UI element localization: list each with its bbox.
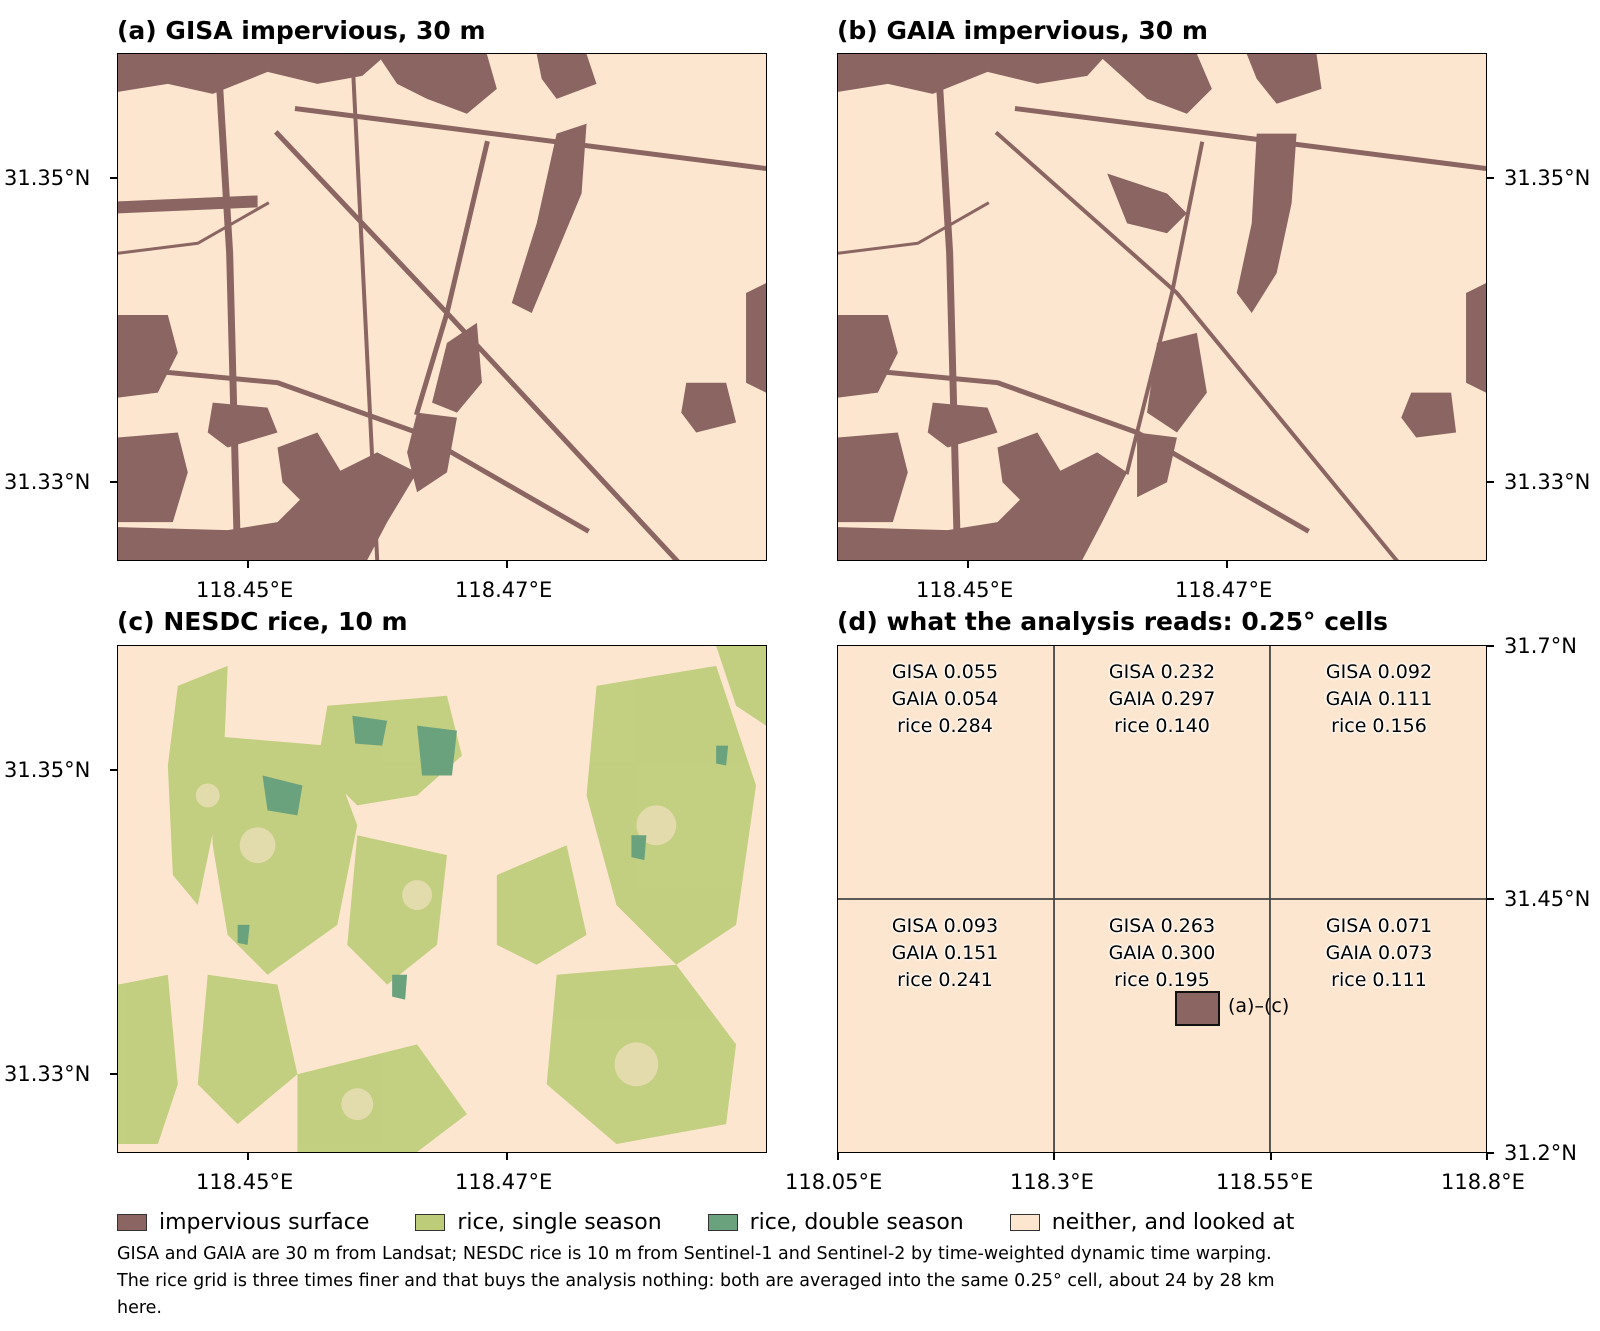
panel-a-impervious-layer — [118, 54, 766, 560]
panel-c-ytick-label: 31.33°N — [4, 1062, 91, 1086]
grid-cell-stats: GISA 0.071 GAIA 0.073 rice 0.111 — [1271, 913, 1487, 994]
panel-a-ytick-label: 31.35°N — [4, 166, 91, 190]
panel-c-xtick-mark-2 — [506, 1153, 508, 1160]
panel-a-xtick-mark-2 — [506, 561, 508, 568]
panel-a-map — [117, 53, 767, 561]
grid-cell-stats: GISA 0.093 GAIA 0.151 rice 0.241 — [837, 913, 1053, 994]
panel-d-ytick-mark-3 — [1487, 1152, 1494, 1154]
grid-cell-stats: GISA 0.092 GAIA 0.111 rice 0.156 — [1271, 659, 1487, 740]
panel-b-xtick-mark-2 — [1226, 561, 1228, 568]
legend-swatch-rice-double — [707, 1214, 738, 1231]
panel-a-ytick-mark-2 — [110, 481, 117, 483]
legend-item-rice-single: rice, single season — [415, 1210, 662, 1235]
legend-item-rice-double: rice, double season — [707, 1210, 964, 1235]
panel-a-xtick-label: 118.47°E — [455, 578, 553, 602]
panel-b-xtick-mark-1 — [967, 561, 969, 568]
rice-value: rice 0.111 — [1331, 969, 1427, 991]
panel-b-map — [837, 53, 1487, 561]
gaia-value: GAIA 0.300 — [1108, 942, 1216, 964]
legend: impervious surface rice, single season r… — [117, 1210, 1340, 1235]
gisa-value: GISA 0.232 — [1108, 661, 1216, 683]
panel-d-grid — [837, 645, 1487, 1153]
grid-cell-stats: GISA 0.263 GAIA 0.300 rice 0.195 — [1054, 913, 1270, 994]
panel-d-ytick-label: 31.2°N — [1504, 1141, 1577, 1165]
panel-a-title: (a) GISA impervious, 30 m — [117, 16, 486, 45]
panel-d-xtick-mark-2 — [1053, 1153, 1055, 1160]
panel-c-xtick-label: 118.47°E — [455, 1170, 553, 1194]
panel-d-cell-lines — [838, 646, 1486, 1152]
panel-c-title: (c) NESDC rice, 10 m — [117, 607, 408, 636]
panel-c-xtick-label: 118.45°E — [196, 1170, 294, 1194]
panel-a-xtick-mark-1 — [247, 561, 249, 568]
panel-d-xtick-label: 118.3°E — [1010, 1170, 1094, 1194]
panel-d-ytick-mark-1 — [1487, 645, 1494, 647]
rice-value: rice 0.241 — [897, 969, 993, 991]
legend-label: neither, and looked at — [1051, 1210, 1295, 1235]
panel-d-xtick-label: 118.8°E — [1441, 1170, 1525, 1194]
study-area-marker — [1175, 991, 1220, 1026]
panel-d-xtick-mark-1 — [837, 1153, 839, 1160]
panel-b-ytick-label: 31.35°N — [1504, 166, 1591, 190]
gisa-value: GISA 0.071 — [1325, 915, 1433, 937]
panel-b-title: (b) GAIA impervious, 30 m — [837, 16, 1208, 45]
gaia-value: GAIA 0.297 — [1108, 688, 1216, 710]
rice-value: rice 0.156 — [1331, 715, 1427, 737]
panel-a-xtick-label: 118.45°E — [196, 578, 294, 602]
panel-b-xtick-label: 118.45°E — [916, 578, 1014, 602]
gaia-value: GAIA 0.073 — [1325, 942, 1433, 964]
panel-c-ytick-mark-2 — [110, 1073, 117, 1075]
legend-label: rice, single season — [457, 1210, 662, 1235]
panel-d-xtick-label: 118.55°E — [1216, 1170, 1314, 1194]
legend-swatch-impervious — [117, 1214, 147, 1231]
legend-item-impervious: impervious surface — [117, 1210, 369, 1235]
panel-b-ytick-mark-1 — [1487, 177, 1494, 179]
rice-value: rice 0.284 — [897, 715, 993, 737]
panel-c-ytick-mark-1 — [110, 769, 117, 771]
panel-c-ytick-label: 31.35°N — [4, 758, 91, 782]
legend-label: rice, double season — [749, 1210, 964, 1235]
gisa-value: GISA 0.263 — [1108, 915, 1216, 937]
gisa-value: GISA 0.093 — [891, 915, 999, 937]
figure-caption: GISA and GAIA are 30 m from Landsat; NES… — [117, 1244, 1275, 1318]
panel-b-ytick-label: 31.33°N — [1504, 470, 1591, 494]
legend-label: impervious surface — [159, 1210, 370, 1235]
panel-c-map — [117, 645, 767, 1153]
legend-swatch-rice-single — [415, 1214, 446, 1231]
rice-value: rice 0.195 — [1114, 969, 1210, 991]
legend-swatch-neither — [1009, 1214, 1040, 1231]
panel-d-xtick-mark-3 — [1270, 1153, 1272, 1160]
panel-b-xtick-label: 118.47°E — [1175, 578, 1273, 602]
gaia-value: GAIA 0.151 — [891, 942, 999, 964]
panel-d-ytick-label: 31.45°N — [1504, 887, 1591, 911]
gaia-value: GAIA 0.054 — [891, 688, 999, 710]
panel-b-impervious-layer — [838, 54, 1486, 560]
panel-d-title: (d) what the analysis reads: 0.25° cells — [837, 607, 1389, 636]
panel-d-ytick-label: 31.7°N — [1504, 634, 1577, 658]
panel-d-xtick-label: 118.05°E — [785, 1170, 883, 1194]
panel-d-ytick-mark-2 — [1487, 898, 1494, 900]
gaia-value: GAIA 0.111 — [1325, 688, 1433, 710]
panel-c-xtick-mark-1 — [247, 1153, 249, 1160]
grid-cell-stats: GISA 0.232 GAIA 0.297 rice 0.140 — [1054, 659, 1270, 740]
panel-b-ytick-mark-2 — [1487, 481, 1494, 483]
panel-a-ytick-label: 31.33°N — [4, 470, 91, 494]
study-area-marker-label: (a)–(c) — [1228, 995, 1290, 1017]
gisa-value: GISA 0.092 — [1325, 661, 1433, 683]
legend-item-neither: neither, and looked at — [1009, 1210, 1295, 1235]
gisa-value: GISA 0.055 — [891, 661, 999, 683]
grid-cell-stats: GISA 0.055 GAIA 0.054 rice 0.284 — [837, 659, 1053, 740]
rice-value: rice 0.140 — [1114, 715, 1210, 737]
panel-d-xtick-mark-4 — [1486, 1153, 1488, 1160]
panel-a-ytick-mark-1 — [110, 177, 117, 179]
panel-c-rice-layer — [118, 646, 766, 1152]
